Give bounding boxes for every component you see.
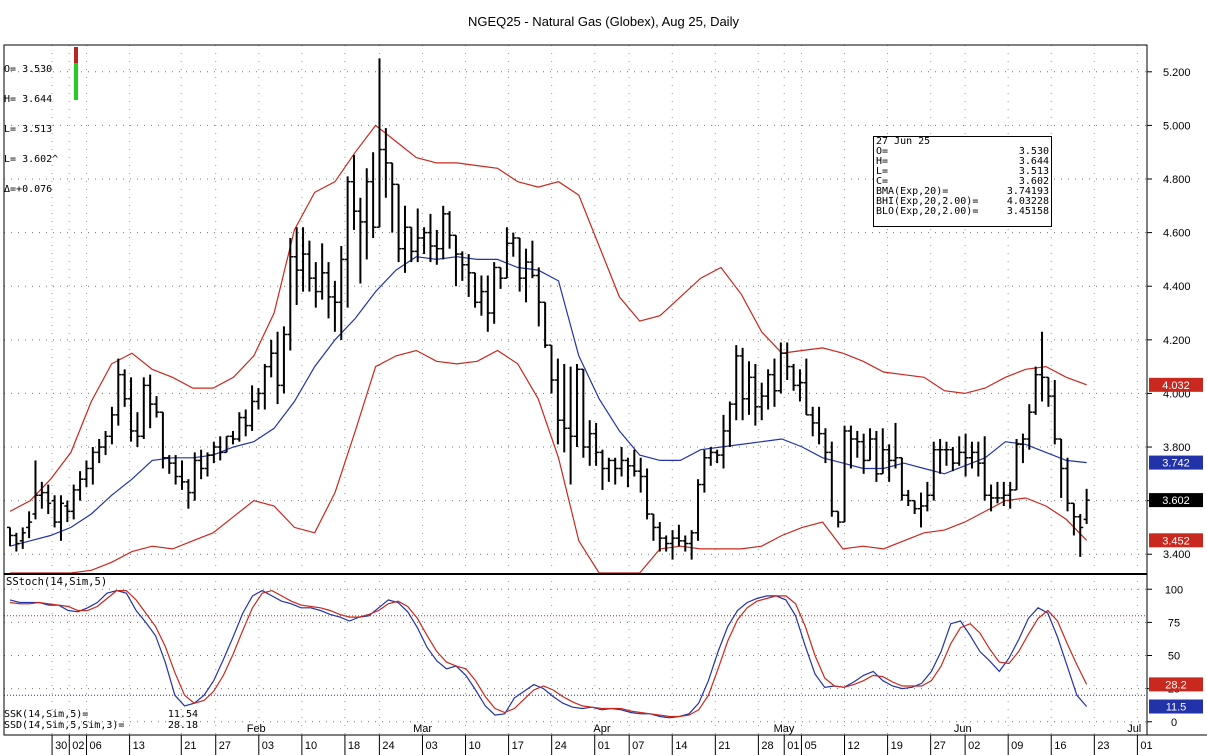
day-label: 05 xyxy=(804,740,816,752)
day-label: 06 xyxy=(90,740,102,752)
day-label: 13 xyxy=(133,740,145,752)
month-label: May xyxy=(774,723,795,735)
day-label: 19 xyxy=(891,740,903,752)
price-value-box xyxy=(1149,493,1203,508)
price-tick-label: 4.200 xyxy=(1163,335,1191,347)
stoch-title: SStoch(14,Sim,5) xyxy=(6,576,108,588)
stoch-tick-label: 50 xyxy=(1168,651,1180,663)
price-bars xyxy=(7,58,1090,560)
price-tick-label: 3.800 xyxy=(1163,442,1191,454)
ma-line xyxy=(9,256,1087,547)
price-tick-label: 4.800 xyxy=(1163,174,1191,186)
ohlc-row: Δ=+0.076 xyxy=(4,184,53,195)
stoch-k-line xyxy=(9,589,1088,719)
day-label: 03 xyxy=(262,740,274,752)
price-value-box xyxy=(1149,455,1203,470)
stoch-tick-label: 0 xyxy=(1171,717,1177,729)
day-label: 07 xyxy=(632,740,644,752)
month-label: Feb xyxy=(247,723,266,735)
price-value-label: 3.602 xyxy=(1162,495,1190,507)
stoch-tick-label: 100 xyxy=(1165,584,1183,596)
day-label: 03 xyxy=(425,740,437,752)
price-value-label: 3.742 xyxy=(1162,458,1190,470)
day-label: 27 xyxy=(934,740,946,752)
day-label: 27 xyxy=(219,740,231,752)
price-change-indicator xyxy=(74,47,78,63)
day-label: 17 xyxy=(512,740,524,752)
price-value-box xyxy=(1149,377,1203,392)
day-label: 21 xyxy=(718,740,730,752)
ohlc-row: L= 3.513 xyxy=(4,124,53,135)
stoch-readout-row: SSD(14,Sim,5,Sim,3)= 28.18 xyxy=(4,720,198,731)
ohlc-readout: O= 3.530 H= 3.644 L= 3.513 L= 3.602^ Δ=+… xyxy=(4,45,58,205)
price-tick-label: 4.400 xyxy=(1163,281,1191,293)
ohlc-row: H= 3.644 xyxy=(4,94,53,105)
price-value-label: 3.452 xyxy=(1162,535,1190,547)
day-label: 16 xyxy=(1054,740,1066,752)
price-value-label: 4.032 xyxy=(1162,380,1190,392)
data-window-row: BLO(Exp,20,2.00)= 3.45158 xyxy=(876,206,1049,217)
day-label: 18 xyxy=(348,740,360,752)
day-label: 10 xyxy=(469,740,481,752)
data-window: 27 Jun 25 O= 3.530 H= 3.644 L= 3.513 C= 3.60… xyxy=(873,136,1052,227)
stoch-tick-label: 75 xyxy=(1168,617,1180,629)
day-label: 02 xyxy=(72,740,84,752)
month-label: Jun xyxy=(954,723,972,735)
day-label: 24 xyxy=(555,740,567,752)
day-label: 28 xyxy=(761,740,773,752)
day-label: 24 xyxy=(382,740,394,752)
data-window-row: BMA(Exp,20)= 3.74193 xyxy=(876,186,1049,197)
data-window-row: H= 3.644 xyxy=(876,156,1049,167)
time-axis: 30 02 06 13 21 27 03 10 18 24 03 10 17 24 01 07 14 21 28 01… xyxy=(51,723,1153,755)
ohlc-row: O= 3.530 xyxy=(4,64,53,75)
data-window-row: BHI(Exp,20,2.00)= 4.03228 xyxy=(876,196,1049,207)
price-tick-label: 5.000 xyxy=(1163,120,1191,132)
data-window-row: C= 3.602 xyxy=(876,176,1049,187)
day-label: 23 xyxy=(1097,740,1109,752)
price-tick-label: 5.200 xyxy=(1163,67,1191,79)
day-label: 01 xyxy=(787,740,799,752)
grid-lines xyxy=(4,45,1147,735)
stoch-value-label: 28.2 xyxy=(1165,679,1186,691)
stoch-readout-row: SSK(14,Sim,5)= 11.54 xyxy=(4,709,198,720)
month-label: Apr xyxy=(593,723,610,735)
value-labels: 4.032 3.742 3.602 3.452 28.2 11.5 xyxy=(1149,377,1203,714)
data-window-row: O= 3.530 xyxy=(876,146,1049,157)
stoch-readout: SSK(14,Sim,5)= 11.54 SSD(14,Sim,5,Sim,3)=… xyxy=(4,709,198,731)
day-label: 02 xyxy=(968,740,980,752)
month-label: Mar xyxy=(413,723,432,735)
day-label: 01 xyxy=(1140,740,1152,752)
price-change-indicator xyxy=(74,63,78,100)
stoch-value-label: 11.5 xyxy=(1166,702,1187,714)
day-label: 10 xyxy=(305,740,317,752)
day-label: 21 xyxy=(184,740,196,752)
bollinger-bands xyxy=(9,124,1088,574)
stoch-value-box xyxy=(1149,699,1203,714)
data-window-date: 27 Jun 25 xyxy=(876,136,931,147)
data-window-row: L= 3.513 xyxy=(876,166,1049,177)
day-label: 14 xyxy=(675,740,687,752)
price-tick-label: 4.600 xyxy=(1163,228,1191,240)
bb-upper-line xyxy=(9,124,1087,512)
day-label: 30 xyxy=(55,740,67,752)
stoch-value-box xyxy=(1149,677,1203,692)
frame xyxy=(3,44,1207,736)
chart-title: NGEQ25 - Natural Gas (Globex), Aug 25, D… xyxy=(468,14,739,29)
bb-lower-line xyxy=(10,349,1088,574)
moving-average xyxy=(9,256,1087,547)
month-label: Jul xyxy=(1127,723,1141,735)
ohlc-row: L= 3.602^ xyxy=(4,154,59,165)
price-value-box xyxy=(1149,533,1203,548)
stoch-lines xyxy=(9,589,1088,719)
stoch-d-line xyxy=(9,589,1088,718)
day-label: 09 xyxy=(1011,740,1023,752)
price-axis: 5.2005.0004.8004.6004.4004.2004.0003.800… xyxy=(1147,67,1191,561)
day-label: 01 xyxy=(598,740,610,752)
day-label: 12 xyxy=(848,740,860,752)
price-tick-label: 3.400 xyxy=(1163,549,1191,561)
